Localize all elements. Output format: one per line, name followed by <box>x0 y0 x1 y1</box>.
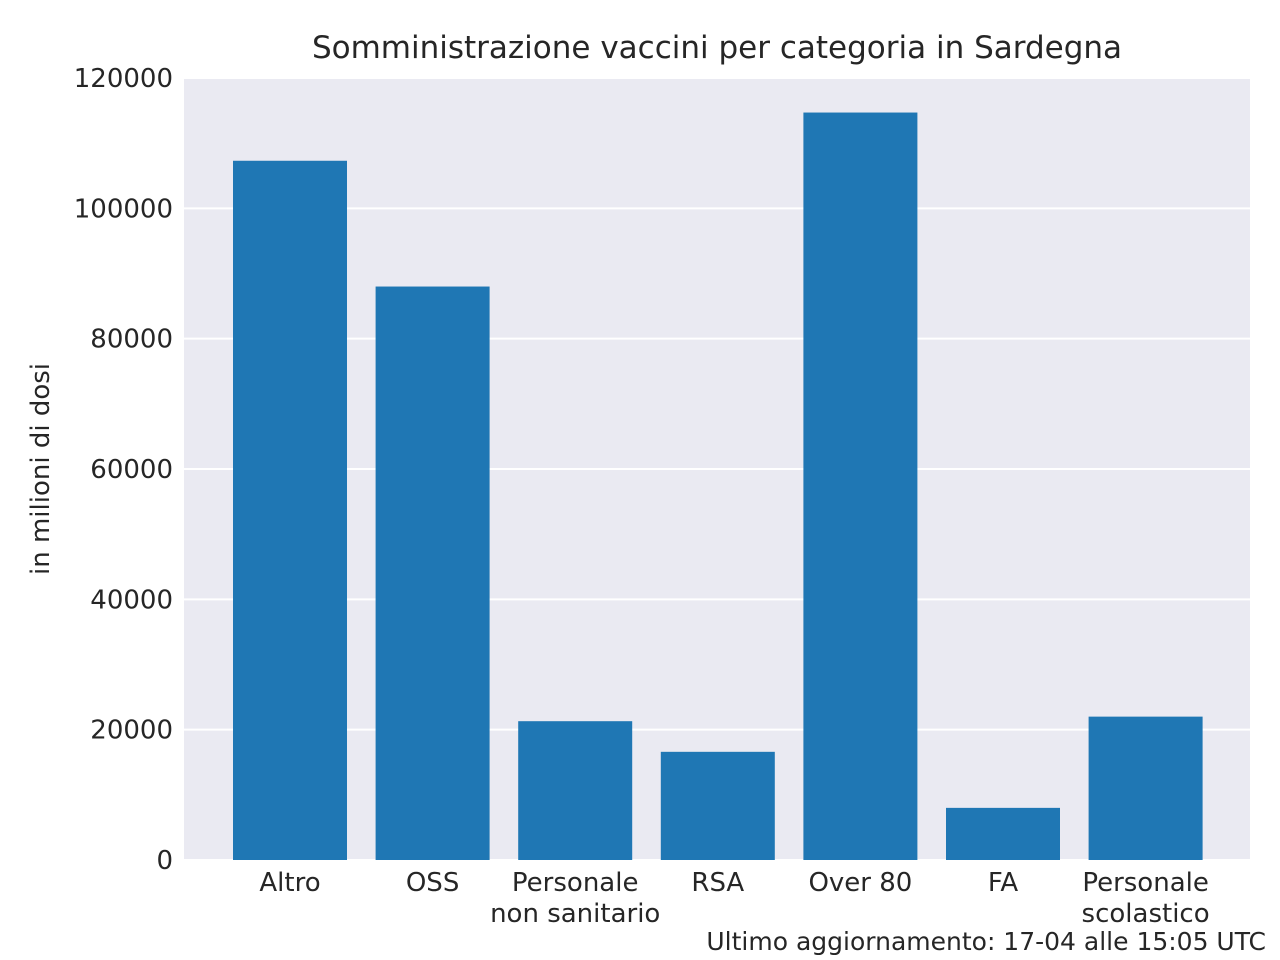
bar-0 <box>233 160 347 861</box>
bar-2 <box>518 721 633 860</box>
bars <box>233 112 1203 861</box>
x-tick-label: Personale <box>512 868 639 898</box>
grid-lines <box>184 77 1250 861</box>
bar-5 <box>946 807 1060 860</box>
y-tick-label: 40000 <box>90 585 173 615</box>
x-tick-label: Personale <box>1082 868 1209 898</box>
bar-6 <box>1088 716 1203 860</box>
last-update-note: Ultimo aggiornamento: 17-04 alle 15:05 U… <box>706 927 1266 956</box>
bar-4 <box>803 112 918 860</box>
x-tick-label: RSA <box>691 868 744 898</box>
y-tick-label: 100000 <box>74 194 173 224</box>
y-tick-label: 120000 <box>74 64 173 94</box>
chart-title: Somministrazione vaccini per categoria i… <box>312 30 1122 66</box>
bar-3 <box>660 751 775 860</box>
x-tick-label: Over 80 <box>808 868 912 898</box>
y-axis-ticks: 0 20000 40000 60000 80000 100000 120000 <box>74 64 173 876</box>
x-tick-label: Altro <box>259 868 320 898</box>
x-tick-label: OSS <box>406 868 459 898</box>
x-tick-label: non sanitario <box>490 899 660 929</box>
x-tick-label: scolastico <box>1082 899 1210 929</box>
y-tick-label: 60000 <box>90 455 173 485</box>
y-axis-label: in milioni di dosi <box>26 363 56 575</box>
y-tick-label: 0 <box>156 846 173 876</box>
bar-1 <box>375 286 490 860</box>
y-tick-label: 20000 <box>90 716 173 746</box>
x-tick-label: FA <box>988 868 1019 898</box>
y-tick-label: 80000 <box>90 325 173 355</box>
